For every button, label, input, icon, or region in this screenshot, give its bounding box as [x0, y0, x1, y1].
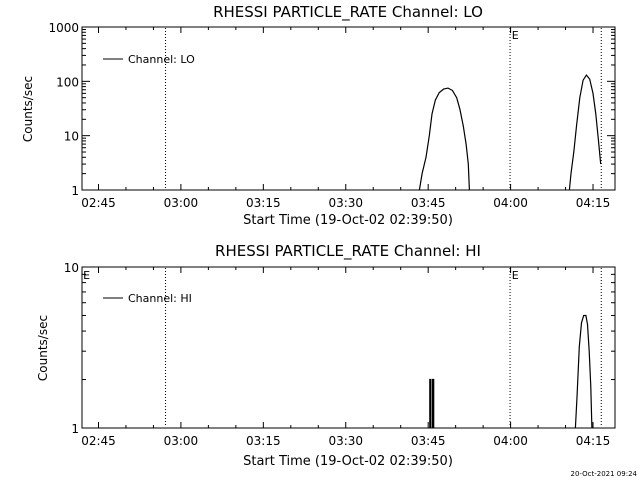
y-tick-label-hi-1: 10 — [64, 261, 79, 275]
event-marker-hi-1: E — [512, 269, 519, 282]
legend-label-lo: Channel: LO — [128, 53, 195, 66]
axis-ticks-hi: 02:45 03:00 03:15 03:30 03:45 04:00 04:15 1 10 — [64, 261, 615, 448]
footer-timestamp: 20-Oct-2021 09:24 — [571, 470, 638, 478]
series-line-hi-0-0 — [429, 378, 432, 428]
x-tick-label-hi-1: 03:00 — [164, 434, 199, 448]
series-line-lo-0-0 — [418, 87, 470, 191]
x-axis-label-hi: Start Time (19-Oct-02 02:39:50) — [243, 454, 453, 469]
x-tick-label-hi-3: 03:30 — [328, 434, 363, 448]
chart-panel-hi: RHESSI PARTICLE_RATE Channel: HI 02:45 03… — [36, 242, 616, 469]
y-axis-label-lo: Counts/sec — [21, 76, 35, 142]
event-marker-hi-0: E — [83, 269, 90, 282]
x-tick-label-lo-3: 03:30 — [328, 196, 363, 210]
x-tick-label-lo-5: 04:00 — [493, 196, 528, 210]
x-tick-label-hi-4: 03:45 — [411, 434, 446, 448]
x-tick-label-hi-2: 03:15 — [246, 434, 281, 448]
plot-frame-hi — [81, 266, 616, 429]
plot-frame-lo — [81, 26, 616, 191]
chart-panel-lo: RHESSI PARTICLE_RATE Channel: LO 02:45 03… — [21, 3, 616, 228]
legend-label-hi: Channel: HI — [128, 292, 192, 305]
x-tick-label-lo-2: 03:15 — [246, 196, 281, 210]
y-tick-label-lo-0: 1 — [71, 184, 79, 198]
x-tick-label-hi-6: 04:15 — [576, 434, 611, 448]
x-axis-label-lo: Start Time (19-Oct-02 02:39:50) — [243, 213, 453, 228]
series-line-hi-0-2 — [574, 314, 593, 429]
legend-lo: Channel: LO — [103, 53, 195, 66]
y-tick-label-hi-0: 1 — [71, 422, 79, 436]
x-tick-label-hi-0: 02:45 — [81, 434, 116, 448]
chart-title-lo: RHESSI PARTICLE_RATE Channel: LO — [213, 3, 483, 22]
event-marker-lo-0: E — [512, 29, 519, 42]
series-lo — [418, 74, 602, 191]
x-tick-label-lo-0: 02:45 — [81, 196, 116, 210]
x-tick-label-lo-1: 03:00 — [164, 196, 199, 210]
series-line-lo-0-1 — [568, 74, 602, 191]
y-tick-label-lo-3: 1000 — [48, 21, 79, 35]
x-tick-label-hi-5: 04:00 — [493, 434, 528, 448]
legend-hi: Channel: HI — [103, 292, 192, 305]
series-line-hi-0-1 — [432, 378, 435, 428]
vertical-markers-lo: E — [165, 28, 602, 189]
x-tick-label-lo-4: 03:45 — [411, 196, 446, 210]
series-hi — [429, 314, 593, 429]
x-tick-label-lo-6: 04:15 — [576, 196, 611, 210]
y-tick-label-lo-1: 10 — [64, 130, 79, 144]
axis-ticks-lo: 02:45 03:00 03:15 03:30 03:45 04:00 04:15 1 10 10… — [48, 21, 615, 210]
y-tick-label-lo-2: 100 — [56, 75, 79, 89]
chart-title-hi: RHESSI PARTICLE_RATE Channel: HI — [215, 242, 481, 261]
y-axis-label-hi: Counts/sec — [36, 315, 50, 381]
